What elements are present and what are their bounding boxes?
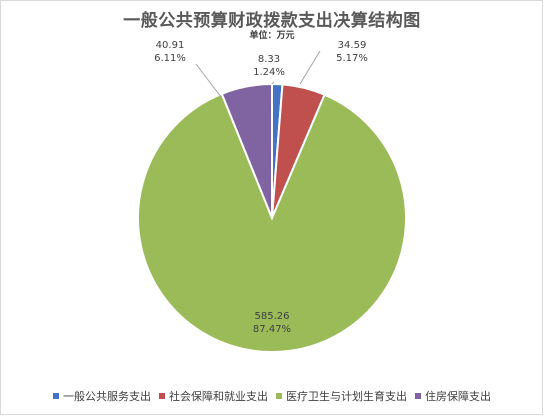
data-label-value-3: 585.26 — [255, 311, 290, 322]
pie-slice-3 — [137, 92, 407, 353]
legend-swatch-3 — [276, 393, 282, 399]
chart-title: 一般公共预算财政拨款支出决算结构图 — [123, 11, 421, 31]
pie-slice-4 — [220, 82, 273, 219]
chart-legend: 一般公共服务支出 社会保障和就业支出 医疗卫生与计划生育支出 住房保障支出 — [0, 388, 544, 404]
legend-item-2: 社会保障和就业支出 — [159, 388, 268, 404]
legend-item-1: 一般公共服务支出 — [53, 388, 151, 404]
legend-swatch-1 — [53, 393, 59, 399]
data-label-percent-2: 5.17% — [336, 53, 368, 64]
data-label-value-2: 34.59 — [338, 40, 367, 51]
legend-label-1: 一般公共服务支出 — [63, 390, 151, 403]
legend-swatch-4 — [415, 393, 421, 399]
data-label-value-1: 8.33 — [258, 54, 280, 65]
legend-label-3: 医疗卫生与计划生育支出 — [286, 390, 407, 403]
leader-line-1 — [271, 81, 275, 85]
chart-subtitle: 单位：万元 — [249, 31, 295, 41]
legend-item-3: 医疗卫生与计划生育支出 — [276, 388, 407, 404]
data-label-percent-3: 87.47% — [253, 324, 291, 335]
leader-line-4 — [195, 63, 222, 98]
leader-line-2 — [299, 50, 321, 85]
legend-label-4: 住房保障支出 — [425, 390, 491, 403]
legend-item-4: 住房保障支出 — [415, 388, 491, 404]
data-label-value-4: 40.91 — [156, 40, 185, 51]
legend-label-2: 社会保障和就业支出 — [169, 390, 268, 403]
legend-swatch-2 — [159, 393, 165, 399]
data-label-percent-4: 6.11% — [154, 53, 186, 64]
data-label-percent-1: 1.24% — [253, 67, 285, 78]
